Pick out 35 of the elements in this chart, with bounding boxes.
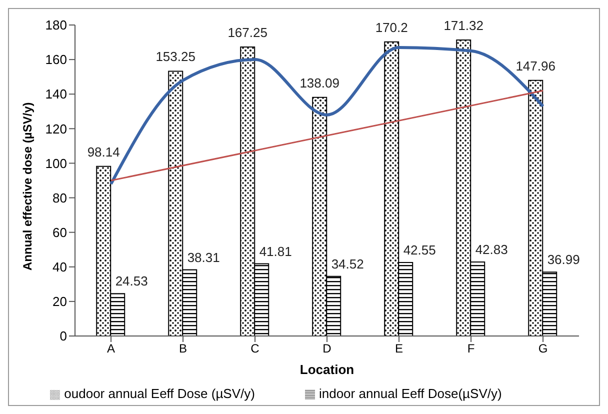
data-label: 24.53 xyxy=(115,274,148,289)
y-tick-label: 40 xyxy=(52,260,67,275)
y-tick-label: 120 xyxy=(45,121,67,136)
data-label: 41.81 xyxy=(259,244,292,259)
y-tick-label: 180 xyxy=(45,18,67,33)
x-tick-label: A xyxy=(106,342,116,356)
data-label: 138.09 xyxy=(300,75,340,90)
y-tick-label: 160 xyxy=(45,52,67,68)
data-label: 98.14 xyxy=(87,144,120,160)
data-label: 153.25 xyxy=(156,49,196,64)
y-tick-label: 100 xyxy=(45,156,67,171)
x-tick-label: F xyxy=(467,342,475,356)
y-tick-label: 140 xyxy=(45,86,67,102)
x-tick-label: D xyxy=(322,342,332,356)
data-label: 36.99 xyxy=(547,252,580,268)
data-label: 42.55 xyxy=(403,242,436,258)
y-tick-label: 60 xyxy=(52,224,67,240)
x-tick-label: C xyxy=(250,342,260,356)
x-axis-title: Location xyxy=(300,362,354,377)
data-label: 167.25 xyxy=(228,25,268,40)
y-tick-label: 20 xyxy=(52,294,67,310)
data-label: 34.52 xyxy=(331,256,364,272)
y-tick-label: 0 xyxy=(60,328,67,344)
x-tick-label: E xyxy=(394,342,404,356)
y-tick-label: 80 xyxy=(52,190,67,206)
y-axis-title: Annual effective dose (µSV/y) xyxy=(20,102,34,270)
data-label: 38.31 xyxy=(187,250,220,265)
data-label: 170.2 xyxy=(375,20,408,35)
data-label: 42.83 xyxy=(475,242,508,257)
data-label: 147.96 xyxy=(516,58,556,74)
x-tick-label: G xyxy=(538,342,548,356)
legend-label: oudoor annual Eeff Dose (µSV/y) xyxy=(64,386,255,401)
x-tick-label: B xyxy=(178,342,188,356)
data-label: 171.32 xyxy=(444,18,484,33)
legend-label: indoor annual Eeff Dose(µSV/y) xyxy=(318,386,502,401)
